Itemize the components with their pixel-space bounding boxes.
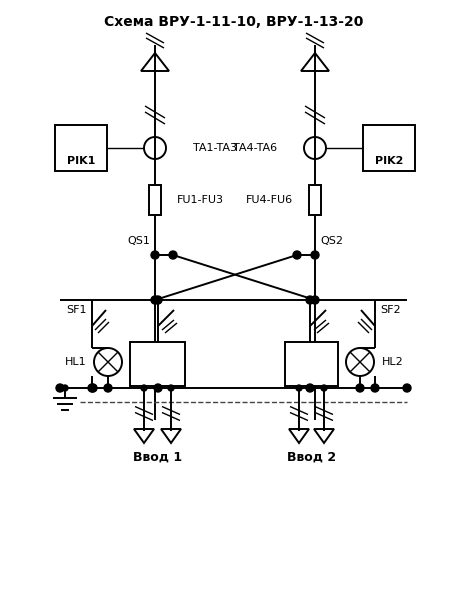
Circle shape [154, 296, 162, 304]
Text: HL1: HL1 [64, 357, 86, 367]
Text: TA1-TA3: TA1-TA3 [193, 143, 237, 153]
Circle shape [151, 251, 159, 259]
Circle shape [62, 385, 68, 391]
Circle shape [311, 296, 319, 304]
Circle shape [311, 251, 319, 259]
Circle shape [306, 296, 314, 304]
Bar [309, 185, 321, 215]
Circle shape [169, 251, 177, 259]
Circle shape [306, 384, 314, 392]
Text: PIK1: PIK1 [67, 157, 95, 166]
Circle shape [104, 384, 112, 392]
Circle shape [141, 385, 147, 391]
Circle shape [168, 385, 174, 391]
Circle shape [293, 251, 301, 259]
Circle shape [89, 384, 97, 392]
Circle shape [151, 296, 159, 304]
Text: FU1-FU3: FU1-FU3 [177, 195, 224, 205]
Bar [363, 125, 415, 171]
Bar [55, 125, 107, 171]
Text: Ввод 2: Ввод 2 [287, 451, 336, 463]
Circle shape [356, 384, 364, 392]
Text: Ввод 1: Ввод 1 [133, 451, 182, 463]
Circle shape [321, 385, 327, 391]
Circle shape [296, 385, 302, 391]
Text: TA4-TA6: TA4-TA6 [233, 143, 277, 153]
Circle shape [371, 384, 379, 392]
Bar [130, 342, 185, 386]
Text: QS2: QS2 [320, 236, 343, 246]
Text: PIK2: PIK2 [375, 157, 403, 166]
Text: SF1: SF1 [66, 305, 87, 315]
Circle shape [88, 384, 96, 392]
Bar [149, 185, 161, 215]
Bar [285, 342, 338, 386]
Text: Схема ВРУ-1-11-10, ВРУ-1-13-20: Схема ВРУ-1-11-10, ВРУ-1-13-20 [104, 15, 363, 29]
Text: HL2: HL2 [382, 357, 404, 367]
Circle shape [403, 384, 411, 392]
Text: SF2: SF2 [380, 305, 401, 315]
Circle shape [154, 384, 162, 392]
Text: QS1: QS1 [127, 236, 150, 246]
Text: FU4-FU6: FU4-FU6 [246, 195, 293, 205]
Circle shape [56, 384, 64, 392]
